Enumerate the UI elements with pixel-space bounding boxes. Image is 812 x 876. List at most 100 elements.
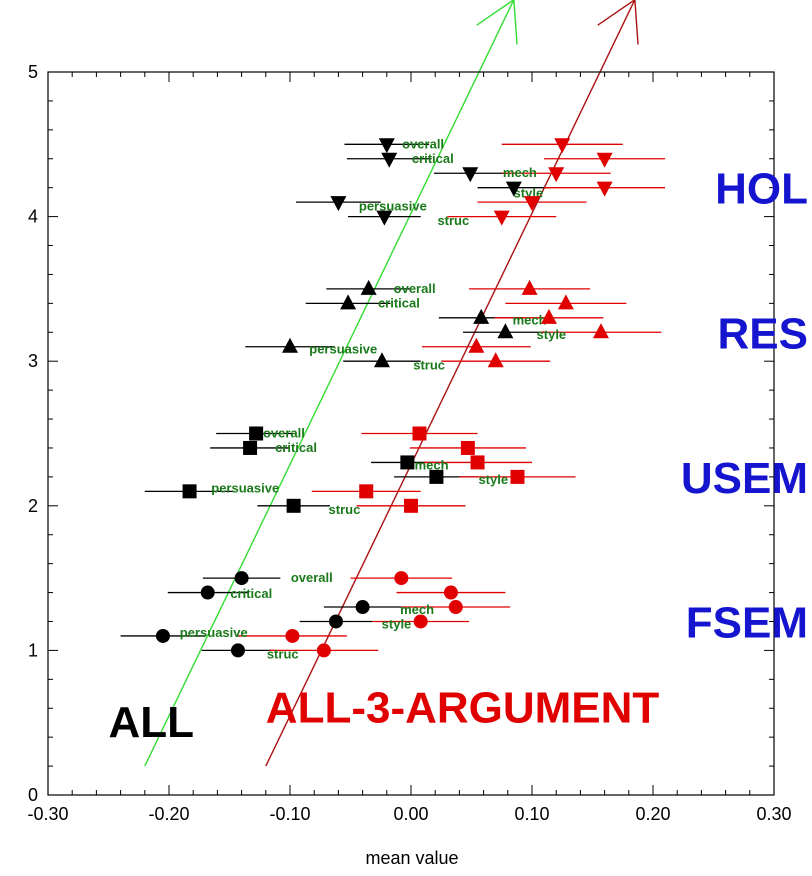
data-point-square bbox=[429, 469, 444, 484]
data-point-triangle-up bbox=[487, 352, 504, 368]
x-tick-label: 0.30 bbox=[756, 804, 791, 824]
trend-line bbox=[144, 0, 515, 767]
data-point-triangle-down bbox=[376, 210, 393, 226]
group-label: RES bbox=[718, 309, 808, 358]
data-point-square bbox=[460, 440, 475, 455]
x-tick-label: -0.30 bbox=[27, 804, 68, 824]
x-tick-label: 0.00 bbox=[393, 804, 428, 824]
data-point-square bbox=[470, 455, 485, 470]
trend-arrowhead bbox=[597, 0, 639, 45]
y-tick-label: 1 bbox=[28, 640, 38, 660]
data-point-circle bbox=[394, 571, 409, 586]
x-tick-label: 0.10 bbox=[514, 804, 549, 824]
x-tick-label: 0.20 bbox=[635, 804, 670, 824]
data-point-circle bbox=[328, 614, 343, 629]
data-point-triangle-down bbox=[524, 196, 540, 212]
error-bars-layer bbox=[120, 143, 666, 652]
point-label: struc bbox=[329, 502, 361, 517]
data-point-triangle-down bbox=[330, 196, 347, 212]
point-label: persuasive bbox=[359, 198, 427, 213]
x-tick-label: -0.20 bbox=[148, 804, 189, 824]
data-point-square bbox=[404, 498, 418, 513]
point-labels-layer: overallcriticalmechstylepersuasivestruco… bbox=[180, 136, 566, 661]
data-point-square bbox=[286, 498, 301, 513]
point-label: overall bbox=[263, 426, 305, 441]
data-point-triangle-down bbox=[596, 152, 613, 168]
data-point-triangle-down bbox=[493, 210, 510, 226]
point-label: mech bbox=[415, 457, 449, 472]
data-point-square bbox=[359, 484, 374, 499]
trend-line bbox=[265, 0, 636, 767]
point-label: struc bbox=[437, 213, 469, 228]
data-point-triangle-up bbox=[497, 323, 514, 339]
legend-label: ALL-3-ARGUMENT bbox=[266, 684, 660, 733]
point-label: persuasive bbox=[309, 342, 377, 357]
trend-arrowhead bbox=[476, 0, 518, 45]
data-point-triangle-up bbox=[557, 294, 574, 310]
point-label: style bbox=[382, 616, 412, 631]
point-label: overall bbox=[291, 570, 333, 585]
y-tick-label: 4 bbox=[28, 207, 38, 227]
data-point-triangle-down bbox=[381, 152, 398, 168]
data-point-triangle-down bbox=[505, 181, 522, 197]
data-point-triangle-up bbox=[468, 337, 485, 353]
point-label: persuasive bbox=[211, 480, 279, 495]
data-point-circle bbox=[230, 643, 245, 658]
data-point-square bbox=[249, 426, 264, 441]
y-tick-label: 3 bbox=[28, 351, 38, 371]
data-point-triangle-up bbox=[592, 323, 609, 339]
data-point-circle bbox=[316, 643, 331, 658]
y-tick-label: 0 bbox=[28, 785, 38, 805]
axis-ticks-layer: -0.30 -0.20 -0.10 0.00 0.10 0.20 0.30 0 1 2 3 4 5 bbox=[27, 62, 791, 824]
data-point-circle bbox=[448, 600, 463, 615]
point-label: critical bbox=[378, 295, 420, 310]
point-label: overall bbox=[394, 281, 436, 296]
point-label: mech bbox=[503, 165, 537, 180]
point-label: style bbox=[537, 327, 567, 342]
point-label: style bbox=[478, 472, 508, 487]
point-label: mech bbox=[513, 313, 547, 328]
data-point-triangle-up bbox=[340, 294, 357, 310]
data-point-triangle-up bbox=[282, 337, 298, 353]
data-point-triangle-up bbox=[473, 308, 490, 324]
point-label: struc bbox=[413, 358, 445, 373]
point-label: struc bbox=[267, 647, 299, 662]
data-point-circle bbox=[355, 600, 370, 615]
point-label: mech bbox=[400, 602, 434, 617]
data-point-circle bbox=[443, 585, 458, 600]
data-point-triangle-down bbox=[554, 138, 571, 154]
data-point-circle bbox=[155, 628, 170, 643]
data-point-triangle-down bbox=[462, 167, 479, 183]
y-tick-label: 5 bbox=[28, 62, 38, 82]
point-label: critical bbox=[230, 586, 272, 601]
group-label: FSEM bbox=[686, 598, 808, 647]
x-tick-label: -0.10 bbox=[269, 804, 310, 824]
y-tick-label: 2 bbox=[28, 496, 38, 516]
data-point-square bbox=[510, 469, 525, 484]
trend-lines-layer bbox=[144, 0, 639, 767]
text-layer: mean value HOL RES USEM FSEM ALL ALL-3-ARGUME… bbox=[109, 165, 809, 868]
data-point-triangle-down bbox=[596, 181, 613, 197]
data-points-layer bbox=[155, 138, 613, 658]
data-point-square bbox=[400, 455, 415, 470]
point-label: critical bbox=[275, 440, 317, 455]
data-point-square bbox=[182, 484, 197, 499]
legend-label: ALL bbox=[109, 698, 195, 747]
data-point-square bbox=[243, 440, 258, 455]
data-point-triangle-down bbox=[378, 138, 395, 154]
data-point-square bbox=[412, 426, 427, 441]
data-point-circle bbox=[285, 628, 300, 643]
data-point-circle bbox=[234, 571, 249, 586]
point-label: critical bbox=[412, 151, 454, 166]
data-point-triangle-up bbox=[540, 308, 557, 324]
group-label: USEM bbox=[681, 454, 808, 503]
data-point-triangle-up bbox=[521, 279, 538, 295]
data-point-circle bbox=[413, 614, 428, 629]
data-point-triangle-up bbox=[360, 279, 377, 295]
data-point-triangle-up bbox=[373, 352, 390, 368]
data-point-circle bbox=[200, 585, 215, 600]
point-label: persuasive bbox=[180, 625, 248, 640]
group-label: HOL bbox=[715, 165, 808, 214]
point-label: overall bbox=[402, 136, 444, 151]
